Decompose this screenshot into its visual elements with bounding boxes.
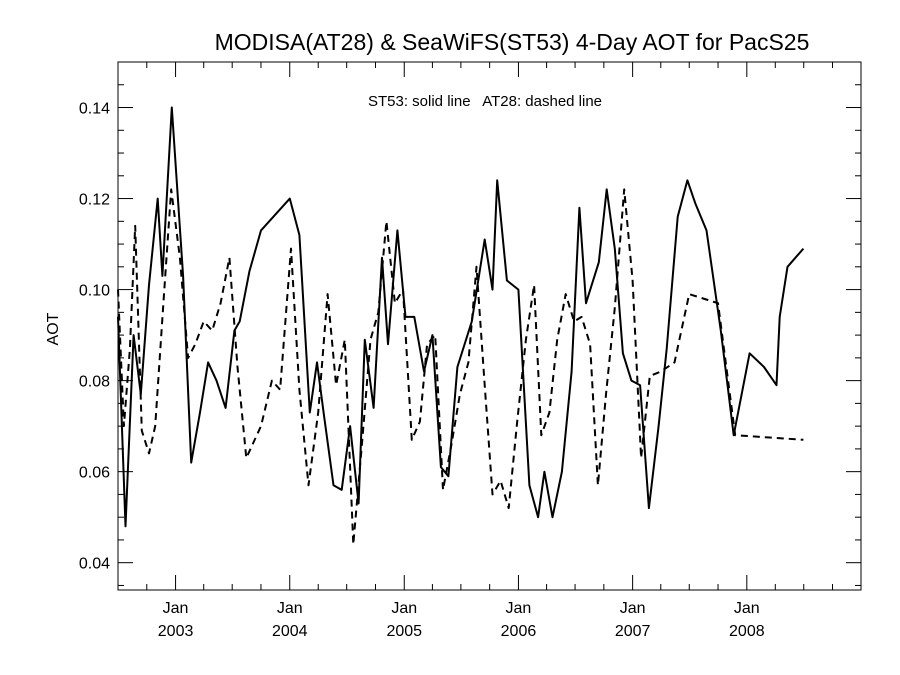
x-axis: Jan 2003 Jan 2004 Jan 2005 Jan 2006 Jan 2007 Jan 20… <box>117 62 834 640</box>
x-tick-year-label: 2006 <box>501 623 537 640</box>
x-tick-month-label: Jan <box>277 600 303 617</box>
x-tick-month-label: Jan <box>734 600 760 617</box>
plot-frame <box>117 61 862 591</box>
y-axis-label: AOT <box>45 312 62 345</box>
y-tick-label: 0.06 <box>79 465 110 482</box>
series-line-at28 <box>117 188 804 546</box>
x-tick-month-label: Jan <box>163 600 189 617</box>
x-tick-month-label: Jan <box>506 600 532 617</box>
x-tick-year-label: 2008 <box>729 623 765 640</box>
y-axis: 0.04 0.06 0.08 0.10 0.12 0.14 <box>79 84 861 586</box>
chart-title: MODISA(AT28) & SeaWiFS(ST53) 4-Day AOT f… <box>215 29 810 55</box>
x-tick-year-label: 2003 <box>158 623 194 640</box>
y-tick-label: 0.08 <box>79 374 110 391</box>
data-series <box>117 106 805 546</box>
x-tick-year-label: 2004 <box>272 623 308 640</box>
y-tick-label: 0.14 <box>79 101 110 118</box>
x-tick-month-label: Jan <box>391 600 417 617</box>
y-tick-label: 0.04 <box>79 556 110 573</box>
x-tick-year-label: 2007 <box>615 623 651 640</box>
series-legend-annotation: ST53: solid line AT28: dashed line <box>368 93 602 110</box>
series-line-st53 <box>117 106 805 528</box>
y-tick-label: 0.10 <box>79 283 110 300</box>
y-tick-label: 0.12 <box>79 192 110 209</box>
x-tick-year-label: 2005 <box>386 623 422 640</box>
x-tick-month-label: Jan <box>620 600 646 617</box>
